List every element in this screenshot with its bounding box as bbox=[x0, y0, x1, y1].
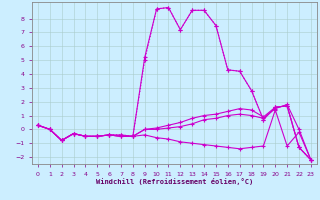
X-axis label: Windchill (Refroidissement éolien,°C): Windchill (Refroidissement éolien,°C) bbox=[96, 178, 253, 185]
